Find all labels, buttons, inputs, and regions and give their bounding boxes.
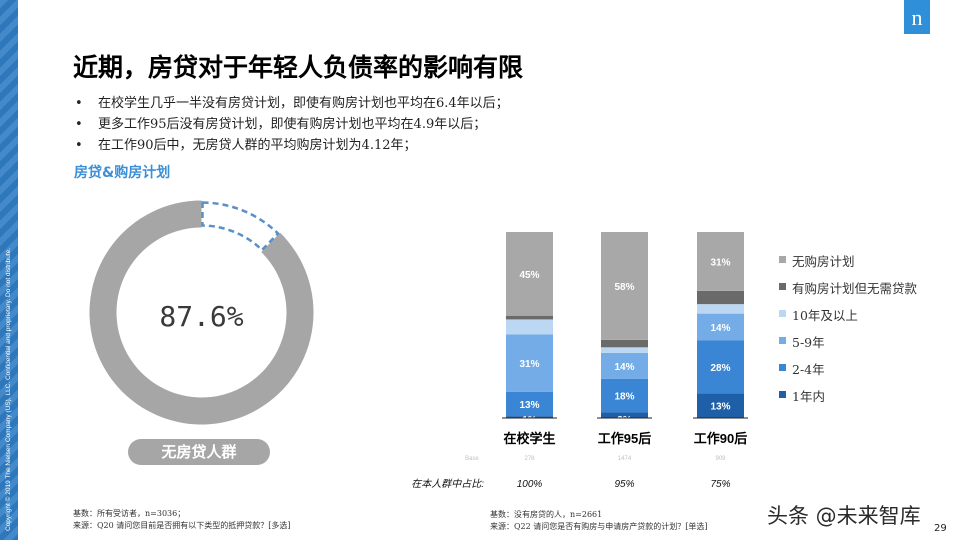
bar-segment xyxy=(697,393,744,418)
bar-segment xyxy=(506,315,553,320)
legend-swatch xyxy=(779,256,786,263)
bar-segment xyxy=(601,339,648,348)
bar-segment xyxy=(506,391,553,417)
page-title: 近期，房贷对于年轻人负债率的影响有限 xyxy=(73,53,524,82)
bullet-marker: • xyxy=(75,96,83,111)
nielsen-logo: n xyxy=(904,0,930,34)
bar-segment xyxy=(697,290,744,305)
section-title: 房贷&购房计划 xyxy=(74,165,171,181)
bar-segment xyxy=(506,232,553,316)
donut-category-pill: 无房贷人群 xyxy=(128,439,270,465)
bar-segment xyxy=(506,319,553,335)
category-label: 工作95后 xyxy=(598,431,651,446)
legend-label: 有购房计划但无需贷款 xyxy=(792,281,918,296)
bullet-list: • 在校学生几乎一半没有房贷计划，即使有购房计划也平均在6.4年以后； • 更多工作… xyxy=(73,93,509,156)
bar-value-label: 13% xyxy=(519,400,539,411)
watermark: 头条 @未来智库 xyxy=(767,504,921,528)
share-row-label: 在本人群中占比: xyxy=(411,478,484,490)
donut-svg xyxy=(89,200,314,425)
donut-slice-other xyxy=(201,201,280,252)
bullet-marker: • xyxy=(75,138,83,153)
bar-segment xyxy=(506,334,553,392)
category-label: 在校学生 xyxy=(503,431,555,446)
bullet-text: 在工作90后中，无房贷人群的平均购房计划为4.12年； xyxy=(98,138,417,153)
footnote-left-source: 来源：Q20 请问您目前是否拥有以下类型的抵押贷款？[多选] xyxy=(73,521,291,530)
bullet-marker: • xyxy=(75,117,83,132)
legend-swatch xyxy=(779,364,786,371)
bar-segment xyxy=(697,340,744,394)
bullet-item: • 更多工作95后没有房贷计划，即使有购房计划也平均在4.9年以后； xyxy=(73,114,509,135)
footnote-right: 基数：没有房贷的人，n=2661 来源：Q22 请问您是否有购房与申请房产贷款的… xyxy=(490,509,708,533)
left-decorative-band: Copyright © 2019 The Nielsen Company (US… xyxy=(0,0,18,540)
bar-value-label: 3% xyxy=(617,415,632,426)
bar-segment xyxy=(601,412,648,418)
footnote-right-source: 来源：Q22 请问您是否有购房与申请房产贷款的计划？[单选] xyxy=(490,522,708,531)
bar-segment xyxy=(697,313,744,341)
bar-segment xyxy=(697,304,744,314)
bullet-text: 更多工作95后没有房贷计划，即使有购房计划也平均在4.9年以后； xyxy=(98,117,487,132)
bar-value-label: 31% xyxy=(710,257,730,268)
donut-center-value: 87.6% xyxy=(159,300,244,333)
legend-label: 1年内 xyxy=(792,389,825,404)
bar-value-label: 31% xyxy=(519,359,539,370)
bar-value-label: 14% xyxy=(710,323,730,334)
footnote-left-base: 基数：所有受访者，n=3036； xyxy=(73,509,186,518)
share-value: 75% xyxy=(710,479,730,490)
base-value: 909 xyxy=(715,456,726,462)
category-label: 工作90后 xyxy=(694,431,747,446)
bullet-item: • 在工作90后中，无房贷人群的平均购房计划为4.12年； xyxy=(73,135,509,156)
logo-letter: n xyxy=(911,5,923,30)
bullet-text: 在校学生几乎一半没有房贷计划，即使有购房计划也平均在6.4年以后； xyxy=(98,96,509,111)
legend-swatch xyxy=(779,337,786,344)
bullet-item: • 在校学生几乎一半没有房贷计划，即使有购房计划也平均在6.4年以后； xyxy=(73,93,509,114)
bar-segment xyxy=(601,232,648,340)
legend-swatch xyxy=(779,310,786,317)
bar-value-label: 28% xyxy=(710,363,730,374)
footnote-left: 基数：所有受访者，n=3036； 来源：Q20 请问您目前是否拥有以下类型的抵押… xyxy=(73,508,291,532)
page-number: 29 xyxy=(934,523,947,534)
bar-segment xyxy=(601,352,648,379)
base-row-label: Base xyxy=(465,456,479,462)
bar-segment xyxy=(506,416,553,418)
legend-label: 2-4年 xyxy=(792,362,825,377)
footnote-right-base: 基数：没有房贷的人，n=2661 xyxy=(490,510,603,519)
bar-segment xyxy=(601,378,648,413)
bar-value-label: 14% xyxy=(614,362,634,373)
share-value: 100% xyxy=(517,479,543,490)
bar-segment xyxy=(697,232,744,291)
legend-label: 5-9年 xyxy=(792,335,825,350)
base-value: 278 xyxy=(524,456,535,462)
bar-value-label: 45% xyxy=(519,270,539,281)
bar-value-label: 18% xyxy=(614,392,634,403)
bar-value-label: 13% xyxy=(710,402,730,413)
bar-segment xyxy=(601,347,648,353)
legend-swatch xyxy=(779,283,786,290)
bar-value-label: 58% xyxy=(614,282,634,293)
legend-label: 10年及以上 xyxy=(792,308,858,323)
legend-swatch xyxy=(779,391,786,398)
bar-value-label: 1% xyxy=(522,415,537,426)
share-value: 95% xyxy=(614,479,634,490)
legend-label: 无购房计划 xyxy=(792,254,855,269)
base-value: 1474 xyxy=(618,456,632,462)
donut-chart: 87.6% xyxy=(89,200,314,425)
